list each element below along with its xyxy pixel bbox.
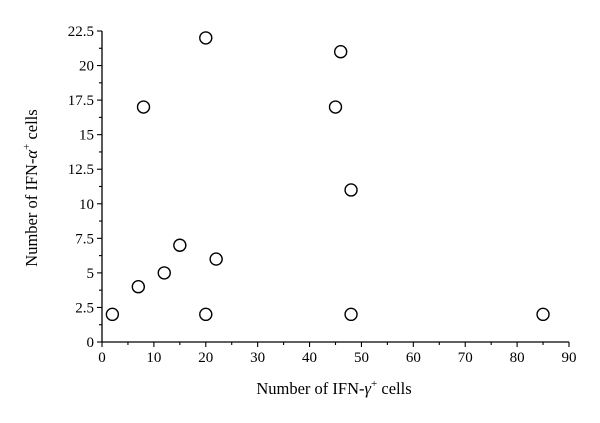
y-axis-title-sup: + bbox=[21, 144, 33, 150]
points-layer bbox=[105, 31, 550, 322]
y-tick-label: 2.5 bbox=[75, 300, 94, 316]
x-tick-label: 60 bbox=[406, 350, 421, 366]
x-axis-title-sup: + bbox=[371, 378, 377, 390]
x-tick-label: 40 bbox=[302, 350, 317, 366]
x-axis-title-prefix: Number of IFN- bbox=[256, 379, 364, 398]
y-axis-title-symbol: α bbox=[22, 150, 41, 159]
y-axis-title-prefix: Number of IFN- bbox=[22, 159, 41, 267]
ticks-layer: 0 10 20 30 40 50 60 70 80 90 0 2.5 5 7.5 10 12.5 15 17.5 2… bbox=[68, 24, 577, 366]
data-point bbox=[333, 45, 348, 59]
y-tick-label: 12.5 bbox=[68, 162, 94, 178]
data-point bbox=[344, 183, 358, 197]
y-axis-title-suffix: cells bbox=[22, 109, 41, 143]
y-tick-label: 5 bbox=[87, 266, 95, 282]
x-tick-label: 30 bbox=[250, 350, 265, 366]
data-point bbox=[136, 100, 151, 114]
x-tick-label: 50 bbox=[354, 350, 369, 366]
y-tick-label: 7.5 bbox=[75, 231, 94, 247]
data-point bbox=[199, 31, 213, 45]
x-tick-label: 10 bbox=[146, 350, 161, 366]
data-point bbox=[131, 280, 146, 294]
data-point bbox=[105, 307, 120, 322]
y-tick-label: 10 bbox=[79, 197, 94, 213]
data-point bbox=[173, 238, 187, 252]
data-point bbox=[536, 307, 550, 322]
x-axis-title-symbol: γ bbox=[365, 379, 372, 398]
x-tick-label: 90 bbox=[562, 350, 577, 366]
y-tick-label: 0 bbox=[87, 335, 95, 351]
x-tick-label: 20 bbox=[198, 350, 213, 366]
x-tick-label: 0 bbox=[98, 350, 106, 366]
data-point bbox=[344, 307, 358, 322]
x-axis-title-suffix: cells bbox=[377, 379, 411, 398]
data-point bbox=[328, 100, 343, 114]
y-axis-title: Number of IFN-α+ cells bbox=[21, 109, 41, 266]
y-tick-label: 22.5 bbox=[68, 24, 94, 40]
x-tick-label: 70 bbox=[458, 350, 473, 366]
x-tick-label: 80 bbox=[510, 350, 525, 366]
data-point bbox=[199, 307, 213, 322]
data-point bbox=[157, 266, 171, 280]
y-tick-label: 15 bbox=[79, 128, 94, 144]
data-point bbox=[209, 252, 223, 266]
y-tick-label: 17.5 bbox=[68, 93, 94, 109]
x-axis-title: Number of IFN-γ+ cells bbox=[256, 378, 411, 398]
y-tick-label: 20 bbox=[79, 59, 94, 75]
